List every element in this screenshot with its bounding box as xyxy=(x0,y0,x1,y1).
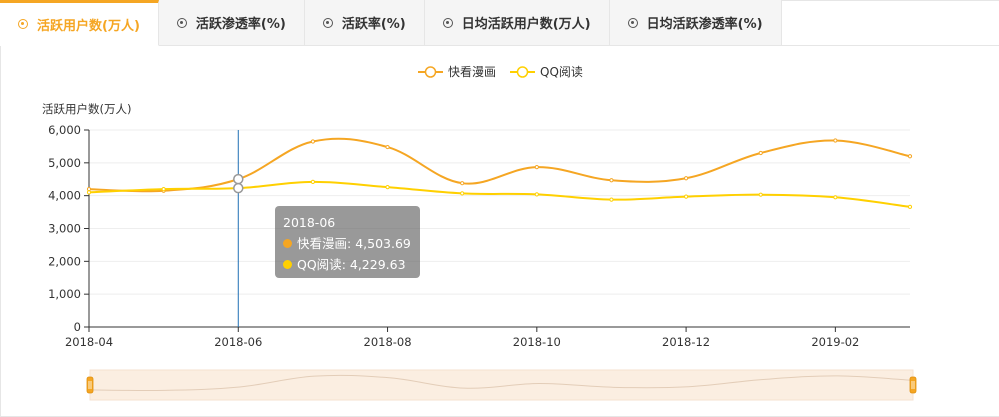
tab-daily-active-penetration[interactable]: 日均活跃渗透率(%) xyxy=(609,0,782,46)
zoom-handle-right xyxy=(909,376,917,394)
y-tick-label: 5,000 xyxy=(48,156,81,170)
data-point-series-2 xyxy=(310,179,316,184)
tab-active-penetration[interactable]: 活跃渗透率(%) xyxy=(158,0,305,46)
radio-selected-icon xyxy=(18,19,28,29)
data-point-series-2 xyxy=(609,197,614,202)
data-point-series-2 xyxy=(907,204,913,209)
tooltip-series-value: 4,503.69 xyxy=(355,236,411,251)
tabs-divider xyxy=(760,45,999,46)
y-tick-label: 4,000 xyxy=(48,189,81,203)
data-point-series-1 xyxy=(385,144,390,150)
y-tick-label: 1,000 xyxy=(48,287,81,301)
y-tick-label: 3,000 xyxy=(48,222,81,236)
series-line-1 xyxy=(88,137,911,193)
legend-label-2: QQ阅读 xyxy=(540,65,583,79)
data-point-series-2 xyxy=(86,190,92,195)
zoom-slider-track xyxy=(89,369,914,401)
tooltip-series-name: 快看漫画 xyxy=(297,236,348,251)
tab-active-users[interactable]: 活跃用户数(万人) xyxy=(0,0,159,46)
tab-daily-active-users[interactable]: 日均活跃用户数(万人) xyxy=(424,0,610,46)
series-color-dot xyxy=(283,260,292,269)
radio-icon xyxy=(627,17,638,28)
data-point-series-1 xyxy=(460,181,465,186)
series-color-dot xyxy=(283,239,292,248)
zoom-preview-line xyxy=(89,374,914,391)
tab-label: 活跃渗透率(%) xyxy=(195,17,286,32)
data-point-series-2 xyxy=(161,187,166,192)
tab-active-rate[interactable]: 活跃率(%) xyxy=(304,0,425,46)
data-point-series-2 xyxy=(534,192,539,197)
y-tick-label: 2,000 xyxy=(48,254,81,268)
tab-label: 活跃率(%) xyxy=(341,17,406,32)
legend-marker-1 xyxy=(424,66,437,78)
data-point-series-1 xyxy=(833,138,838,143)
series-line-2 xyxy=(88,180,911,208)
y-tick-label: 0 xyxy=(74,320,81,334)
radio-icon xyxy=(176,17,187,28)
y-tick-label: 6,000 xyxy=(48,123,81,137)
x-tick-label: 2018-12 xyxy=(662,335,710,349)
tooltip-series-name: QQ阅读 xyxy=(297,257,342,272)
data-point-series-1 xyxy=(310,139,316,144)
radio-icon xyxy=(442,17,453,28)
tooltip-separator: : xyxy=(341,257,350,272)
tab-label: 日均活跃渗透率(%) xyxy=(646,17,763,32)
data-point-series-2 xyxy=(460,191,465,196)
tooltip-row-series-2: QQ阅读 : 4,229.63 xyxy=(283,254,412,275)
tab-label: 活跃用户数(万人) xyxy=(37,18,140,34)
data-point-series-1 xyxy=(683,176,689,181)
metric-tabs: 活跃用户数(万人) 活跃渗透率(%) 活跃率(%) 日均活跃用户数(万人) 日均… xyxy=(0,0,782,46)
tooltip-series-value: 4,229.63 xyxy=(349,257,406,272)
x-tick-label: 2018-04 xyxy=(65,335,113,349)
x-tick-label: 2018-10 xyxy=(513,335,561,349)
x-tick-label: 2019-02 xyxy=(811,335,859,349)
radio-icon xyxy=(322,17,333,28)
chart-tooltip: 2018-06 快看漫画 : 4,503.69 QQ阅读 : 4,229.63 xyxy=(275,206,420,278)
tooltip-separator: : xyxy=(347,236,356,251)
data-point-series-2 xyxy=(758,192,763,197)
legend-marker-2 xyxy=(516,66,529,78)
data-point-series-1 xyxy=(907,154,913,159)
data-point-series-2 xyxy=(233,182,244,194)
tooltip-title: 2018-06 xyxy=(283,215,336,230)
data-point-series-2 xyxy=(833,195,838,200)
data-point-series-2 xyxy=(683,194,689,199)
data-point-series-1 xyxy=(534,165,539,170)
x-tick-label: 2018-06 xyxy=(214,335,262,349)
legend-label-1: 快看漫画 xyxy=(448,65,496,79)
x-tick-label: 2018-08 xyxy=(364,335,412,349)
tab-label: 日均活跃用户数(万人) xyxy=(461,17,591,32)
data-point-series-1 xyxy=(758,150,763,156)
data-point-series-1 xyxy=(609,178,614,183)
data-point-series-1 xyxy=(233,173,244,185)
y-axis-label: 活跃用户数(万人) xyxy=(42,102,131,116)
data-point-series-1 xyxy=(86,187,92,192)
tooltip-row-series-1: 快看漫画 : 4,503.69 xyxy=(283,233,412,254)
zoom-handle-left xyxy=(86,376,94,394)
data-point-series-2 xyxy=(385,185,390,190)
